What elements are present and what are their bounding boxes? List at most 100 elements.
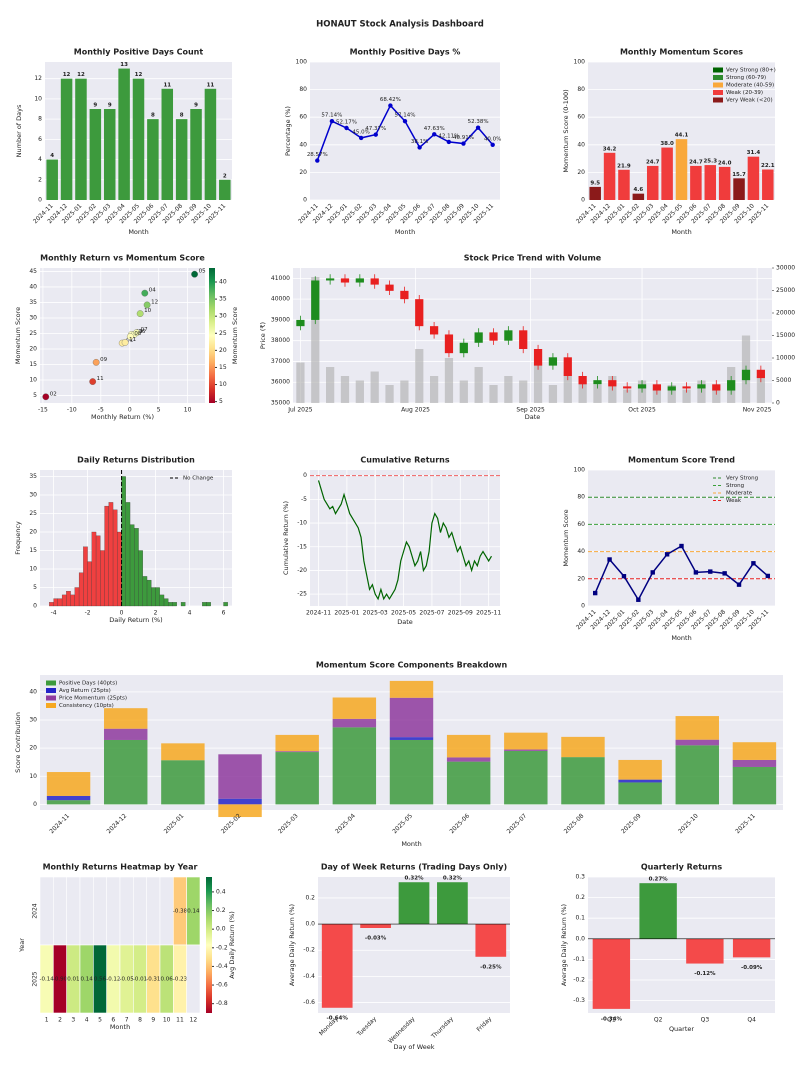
marker (475, 125, 481, 130)
value-label: 4.6 (633, 187, 643, 193)
candle-body (459, 342, 468, 354)
volume-bar (578, 380, 587, 403)
bar (60, 78, 73, 200)
bar (762, 169, 774, 200)
value-label: 9.5 (590, 180, 600, 186)
bar-segment (389, 680, 434, 698)
cell-label: -0.05 (120, 977, 135, 983)
y-tick-label: 2024 (32, 903, 39, 918)
point (136, 310, 144, 317)
y2-tick-label: 5000 (776, 377, 791, 384)
histogram-bar (112, 509, 118, 607)
value-label: 40.0% (484, 136, 501, 142)
marker (402, 118, 408, 124)
marker (461, 141, 466, 146)
colorbar (206, 877, 212, 1013)
volume-bar (548, 385, 558, 403)
chart-title: Day of Week Returns (Trading Days Only) (321, 863, 507, 872)
y-tick-label: 36000 (271, 379, 290, 386)
y-axis-label: Momentum Score (14, 307, 22, 364)
y-tick-label: 0.1 (575, 915, 585, 922)
y-tick-label: 0.3 (575, 874, 585, 881)
bar (219, 179, 231, 200)
bar-segment (675, 716, 719, 740)
bar-segment (46, 800, 91, 805)
bar (398, 882, 430, 925)
y-axis-label: Score Contribution (14, 712, 22, 773)
cell-label: -0.38 (173, 909, 188, 915)
x-tick-label: Nov 2025 (743, 407, 772, 414)
volume-bar (489, 385, 498, 403)
y2-tick-label: 25000 (776, 287, 795, 294)
y-tick-label: 15 (29, 547, 37, 554)
y-axis-label: Price (₹) (259, 322, 267, 349)
bar (646, 165, 659, 200)
bar-segment (504, 749, 548, 751)
colorbar-tick-label: 5 (219, 398, 223, 405)
y-tick-label: 8 (38, 116, 42, 123)
marker (751, 561, 756, 566)
candle-body (474, 332, 483, 343)
bar (603, 152, 616, 200)
marker (650, 570, 655, 575)
histogram-bar (142, 576, 148, 607)
point-label: 08 (134, 331, 141, 337)
value-label: -0.12% (694, 971, 716, 977)
bar (89, 109, 102, 200)
bar-segment (446, 761, 491, 805)
legend-label: No Change (183, 476, 214, 482)
volume-bar (355, 380, 364, 403)
x-tick-label: 5 (157, 407, 161, 414)
colorbar-tick-label: 10 (219, 381, 227, 388)
value-label: -0.34% (601, 1016, 623, 1022)
plot-area (310, 470, 500, 606)
x-tick-label: 2 (58, 1017, 62, 1024)
bar-segment (389, 697, 434, 738)
marker (765, 573, 771, 579)
bar-segment (732, 759, 777, 767)
volume-bar (756, 376, 765, 403)
candle-body (311, 280, 320, 320)
y-tick-label: 35000 (271, 400, 290, 407)
x-tick-label: 2025-07 (419, 610, 444, 617)
value-label: 9 (93, 103, 97, 109)
histogram-bar (61, 594, 67, 607)
y-tick-label: 25 (29, 510, 37, 517)
y-tick-label: 0.2 (575, 894, 585, 901)
marker (736, 582, 742, 587)
volume-bar (326, 367, 335, 403)
bar (589, 186, 601, 200)
candle-body (682, 386, 691, 389)
point-label: 10 (144, 308, 151, 314)
y-tick-label: 30 (29, 491, 37, 498)
histogram-bar (49, 602, 54, 607)
bar-segment (332, 697, 377, 719)
candle-body (637, 384, 647, 389)
x-tick-label: 3 (71, 1017, 75, 1024)
marker (708, 569, 713, 574)
histogram-bar (155, 587, 160, 607)
histogram-bar (104, 505, 109, 607)
marker (621, 574, 627, 579)
volume-bar (385, 385, 394, 403)
legend-label: Price Momentum (25pts) (59, 696, 127, 702)
chart-title: Stock Price Trend with Volume (464, 254, 602, 263)
chart-title: Daily Returns Distribution (77, 456, 195, 465)
marker (664, 552, 670, 557)
y-tick-label: 20 (29, 528, 37, 535)
y-tick-label: 0 (303, 197, 307, 204)
candle-body (370, 278, 379, 285)
y-tick-label: 20 (577, 169, 585, 176)
legend-label: Moderate (726, 491, 753, 497)
y-tick-label: 0 (33, 603, 37, 610)
colorbar-tick-label: 35 (219, 296, 227, 303)
y-axis-label: Frequency (14, 521, 22, 555)
bar-segment (218, 798, 262, 805)
histogram-bar (100, 550, 105, 607)
y-axis-label: Momentum Score (0-100) (562, 89, 570, 172)
y-tick-label: 0 (38, 197, 42, 204)
value-label: 31.4 (747, 150, 761, 156)
x-tick-label: 10 (184, 407, 192, 414)
bar-segment (275, 751, 319, 753)
